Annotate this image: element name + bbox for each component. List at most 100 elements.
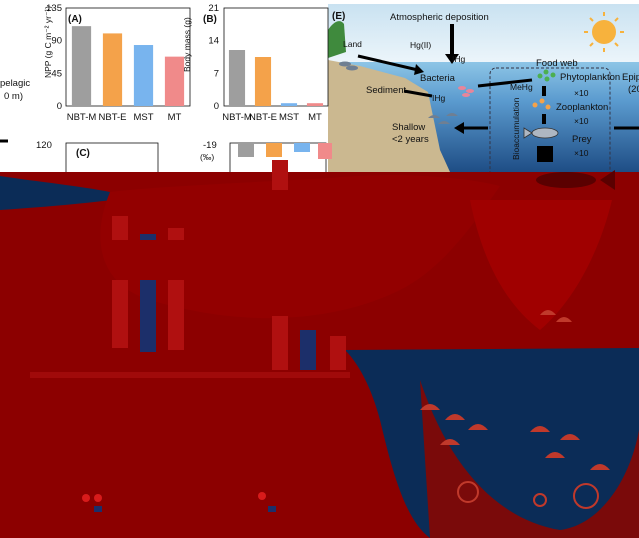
x10-label-3: ×10	[574, 148, 589, 158]
epipelagic-label-1: Epip	[622, 72, 639, 83]
zooplankton-icon	[532, 98, 551, 110]
chart-a-bar	[133, 45, 154, 106]
chart-b-yticks: 0 7 14 21	[208, 3, 219, 112]
overlay-bar-1	[112, 216, 128, 240]
bacteria-icon	[458, 86, 474, 97]
chart-a-bar	[71, 26, 92, 106]
x10-label-1: ×10	[574, 88, 589, 98]
land-label: Land	[343, 39, 362, 49]
overlay-dot-1	[82, 494, 90, 502]
overlay-dot-5	[268, 506, 276, 512]
chart-a-category-label: MT	[168, 112, 182, 123]
atmospheric-deposition-label: Atmospheric deposition	[390, 12, 489, 23]
shore-grass	[328, 21, 346, 58]
x10-label-2: ×10	[574, 116, 589, 126]
sun-icon	[584, 12, 624, 52]
chart-b-ytick: 0	[214, 101, 219, 112]
chart-a: (A) NPP (g C m⁻² yr⁻¹) 0 45 90 135 NBT-M NBT…	[43, 3, 191, 123]
pelagic-label-1: pelagic	[0, 78, 30, 89]
chart-a-ytick: 45	[51, 68, 62, 79]
epipelagic-label-2: (20	[628, 84, 639, 95]
chart-b-category-label: NBT-E	[249, 112, 277, 123]
chart-b-category-label: MST	[279, 112, 299, 123]
chart-b-bars	[223, 7, 329, 107]
bioaccumulation-label: Bioaccumulation	[511, 97, 521, 160]
foodweb-label: Food web	[536, 58, 578, 69]
chart-b-bar	[306, 103, 324, 106]
overlay-bar-8	[300, 330, 316, 370]
mehg-label: MeHg	[510, 82, 533, 92]
shore-sand	[328, 60, 450, 172]
ihg-mid-label: IHg	[432, 93, 446, 103]
phytoplankton-icon	[537, 69, 556, 82]
overlay-dot-2	[94, 494, 102, 502]
chart-a-category-label: NBT-M	[67, 112, 97, 123]
chart-b-category-label: NBT-M	[222, 112, 252, 123]
shallow-arrowhead	[454, 122, 464, 134]
chart-a-bar	[102, 33, 123, 106]
ocean-diagram: (E) Atmospheric deposition Land Hg(II) I…	[328, 4, 639, 189]
upper-left-shelf	[0, 176, 112, 210]
jellyfish-icon	[428, 113, 458, 124]
chart-c-ytick: 120	[36, 140, 52, 151]
pelagic-label-2: 0 m)	[4, 91, 23, 102]
chart-b-ytick: 14	[208, 36, 219, 47]
chart-b-ytick: 21	[208, 3, 219, 14]
land-arrowhead	[414, 64, 424, 75]
chart-b-bar	[280, 103, 298, 106]
ihg-top-label: IHg	[452, 54, 466, 64]
sediment-arrow	[403, 89, 433, 98]
mehg-arrow	[477, 78, 533, 88]
chart-a-frame	[65, 7, 191, 107]
phytoplankton-label: Phytoplankton	[560, 72, 620, 83]
overlay-bar-10	[272, 160, 288, 190]
shore-fish-icon	[339, 61, 358, 71]
fish-icon	[523, 127, 559, 139]
basin-jellyfish-icons	[420, 310, 610, 470]
chart-b-ytick: 7	[214, 68, 219, 79]
overlay-dot-4	[258, 492, 266, 500]
deposition-arrowhead	[445, 54, 459, 64]
panel-d-bar-gray	[238, 143, 254, 157]
hg-label: Hg(II)	[410, 40, 431, 50]
zooplankton-label: Zooplankton	[556, 102, 608, 113]
basin-nodules	[457, 481, 599, 509]
shallow-label-2: <2 years	[392, 134, 429, 145]
chart-b-frame	[223, 7, 329, 107]
chart-b-ylabel: Body mass (g)	[182, 17, 192, 72]
chart-a-bars	[65, 7, 191, 107]
sediment-label: Sediment	[366, 85, 406, 96]
dark-overlay	[0, 160, 639, 538]
panel-letter-e: (E)	[332, 11, 345, 22]
land-arrow	[357, 54, 419, 72]
panel-d-bar-red	[318, 143, 332, 159]
chart-a-yticks: 0 45 90 135	[46, 3, 62, 112]
chart-a-bar	[164, 56, 185, 106]
chart-a-category-label: NBT-E	[99, 112, 127, 123]
chart-a-ytick: 135	[46, 3, 62, 14]
sky	[328, 4, 639, 66]
shallow-label-1: Shallow	[392, 122, 425, 133]
panel-letter-b: (B)	[203, 14, 217, 25]
chart-a-categories: NBT-M NBT-E MST MT	[67, 112, 182, 123]
chart-a-category-label: MST	[133, 112, 153, 123]
prey-down-arrow	[537, 146, 553, 162]
panel-letter-a: (A)	[68, 14, 82, 25]
overlay-strip	[30, 372, 350, 378]
overlay-dot-3	[94, 506, 102, 512]
chart-b-bar	[254, 57, 272, 106]
overlay-bar-2	[140, 234, 156, 240]
basin-fish-icon	[536, 170, 615, 190]
panel-d-bar-orange	[266, 143, 282, 157]
overlay-bar-9	[330, 336, 346, 370]
overlay-bar-5	[140, 280, 156, 352]
chart-a-ytick: 0	[57, 101, 62, 112]
panel-letter-c: (C)	[76, 148, 90, 159]
chart-a-ytick: 90	[51, 36, 62, 47]
chart-b-bar	[228, 50, 246, 106]
deep-basin	[345, 348, 639, 538]
chart-b-category-label: MT	[308, 112, 322, 123]
